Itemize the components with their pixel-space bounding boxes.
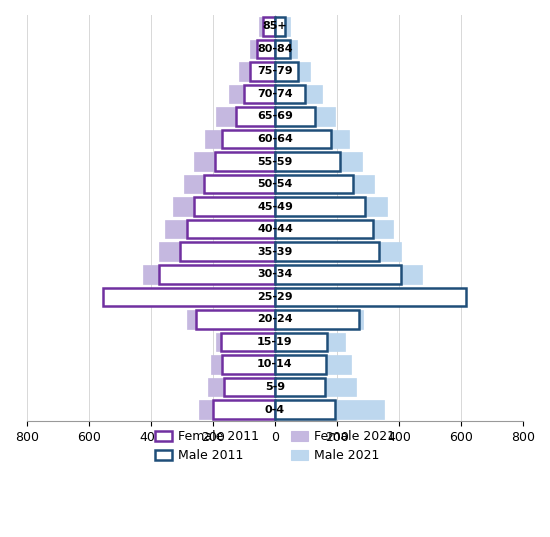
Bar	[205, 130, 275, 148]
Text: 75-79: 75-79	[257, 67, 293, 76]
Bar	[208, 378, 275, 396]
Bar	[275, 85, 305, 103]
Bar	[275, 85, 322, 103]
Bar	[275, 40, 290, 58]
Text: 80-84: 80-84	[257, 44, 293, 54]
Bar	[236, 107, 275, 126]
Bar	[275, 198, 365, 216]
Bar	[275, 243, 400, 261]
Bar	[275, 130, 349, 148]
Text: 20-24: 20-24	[257, 314, 293, 324]
Bar	[216, 107, 275, 126]
Bar	[250, 40, 275, 58]
Bar	[194, 153, 275, 171]
Bar	[275, 332, 345, 351]
Bar	[275, 175, 353, 193]
Bar	[275, 130, 331, 148]
Bar	[204, 175, 275, 193]
Bar	[275, 355, 351, 374]
Bar	[173, 198, 275, 216]
Bar	[275, 107, 336, 126]
Text: 60-64: 60-64	[257, 134, 293, 144]
Text: 30-34: 30-34	[257, 269, 293, 279]
Text: 10-14: 10-14	[257, 359, 293, 369]
Bar	[275, 265, 422, 284]
Bar	[228, 85, 275, 103]
Bar	[159, 265, 275, 284]
Bar	[275, 62, 298, 81]
Bar	[216, 332, 275, 351]
Bar	[275, 175, 374, 193]
Text: 15-19: 15-19	[257, 337, 293, 347]
Bar	[214, 153, 275, 171]
Bar	[275, 378, 324, 396]
Bar	[186, 220, 275, 238]
Bar	[263, 17, 275, 35]
Bar	[145, 287, 275, 306]
Bar	[275, 310, 359, 329]
Bar	[275, 287, 413, 306]
Text: 0-4: 0-4	[265, 404, 285, 415]
Text: 70-74: 70-74	[257, 89, 293, 99]
Bar	[211, 355, 275, 374]
Legend: Female 2011, Male 2011, Female 2021, Male 2021: Female 2011, Male 2011, Female 2021, Mal…	[150, 425, 400, 467]
Bar	[143, 265, 275, 284]
Bar	[239, 62, 275, 81]
Bar	[186, 310, 275, 329]
Bar	[275, 287, 466, 306]
Bar	[275, 332, 327, 351]
Bar	[275, 17, 285, 35]
Text: 85+: 85+	[263, 21, 287, 31]
Bar	[275, 40, 298, 58]
Bar	[275, 153, 362, 171]
Text: 5-9: 5-9	[265, 382, 285, 392]
Bar	[222, 130, 275, 148]
Bar	[275, 378, 356, 396]
Text: 45-49: 45-49	[257, 201, 293, 212]
Bar	[213, 400, 275, 419]
Bar	[199, 400, 275, 419]
Bar	[275, 400, 336, 419]
Bar	[103, 287, 275, 306]
Bar	[275, 243, 379, 261]
Bar	[275, 265, 400, 284]
Bar	[275, 400, 383, 419]
Bar	[275, 62, 310, 81]
Bar	[275, 310, 364, 329]
Bar	[257, 40, 275, 58]
Bar	[165, 220, 275, 238]
Text: 40-44: 40-44	[257, 224, 293, 234]
Bar	[222, 355, 275, 374]
Bar	[196, 310, 275, 329]
Bar	[250, 62, 275, 81]
Text: 35-39: 35-39	[257, 246, 293, 257]
Bar	[275, 17, 290, 35]
Bar	[275, 153, 340, 171]
Text: 25-29: 25-29	[257, 292, 293, 302]
Bar	[244, 85, 275, 103]
Bar	[180, 243, 275, 261]
Bar	[224, 378, 275, 396]
Bar	[221, 332, 275, 351]
Bar	[275, 198, 387, 216]
Text: 65-69: 65-69	[257, 112, 293, 121]
Text: 50-54: 50-54	[257, 179, 293, 189]
Text: 55-59: 55-59	[257, 157, 293, 166]
Bar	[275, 220, 373, 238]
Bar	[194, 198, 275, 216]
Bar	[275, 355, 326, 374]
Bar	[184, 175, 275, 193]
Bar	[159, 243, 275, 261]
Bar	[275, 220, 393, 238]
Bar	[275, 107, 315, 126]
Bar	[259, 17, 275, 35]
